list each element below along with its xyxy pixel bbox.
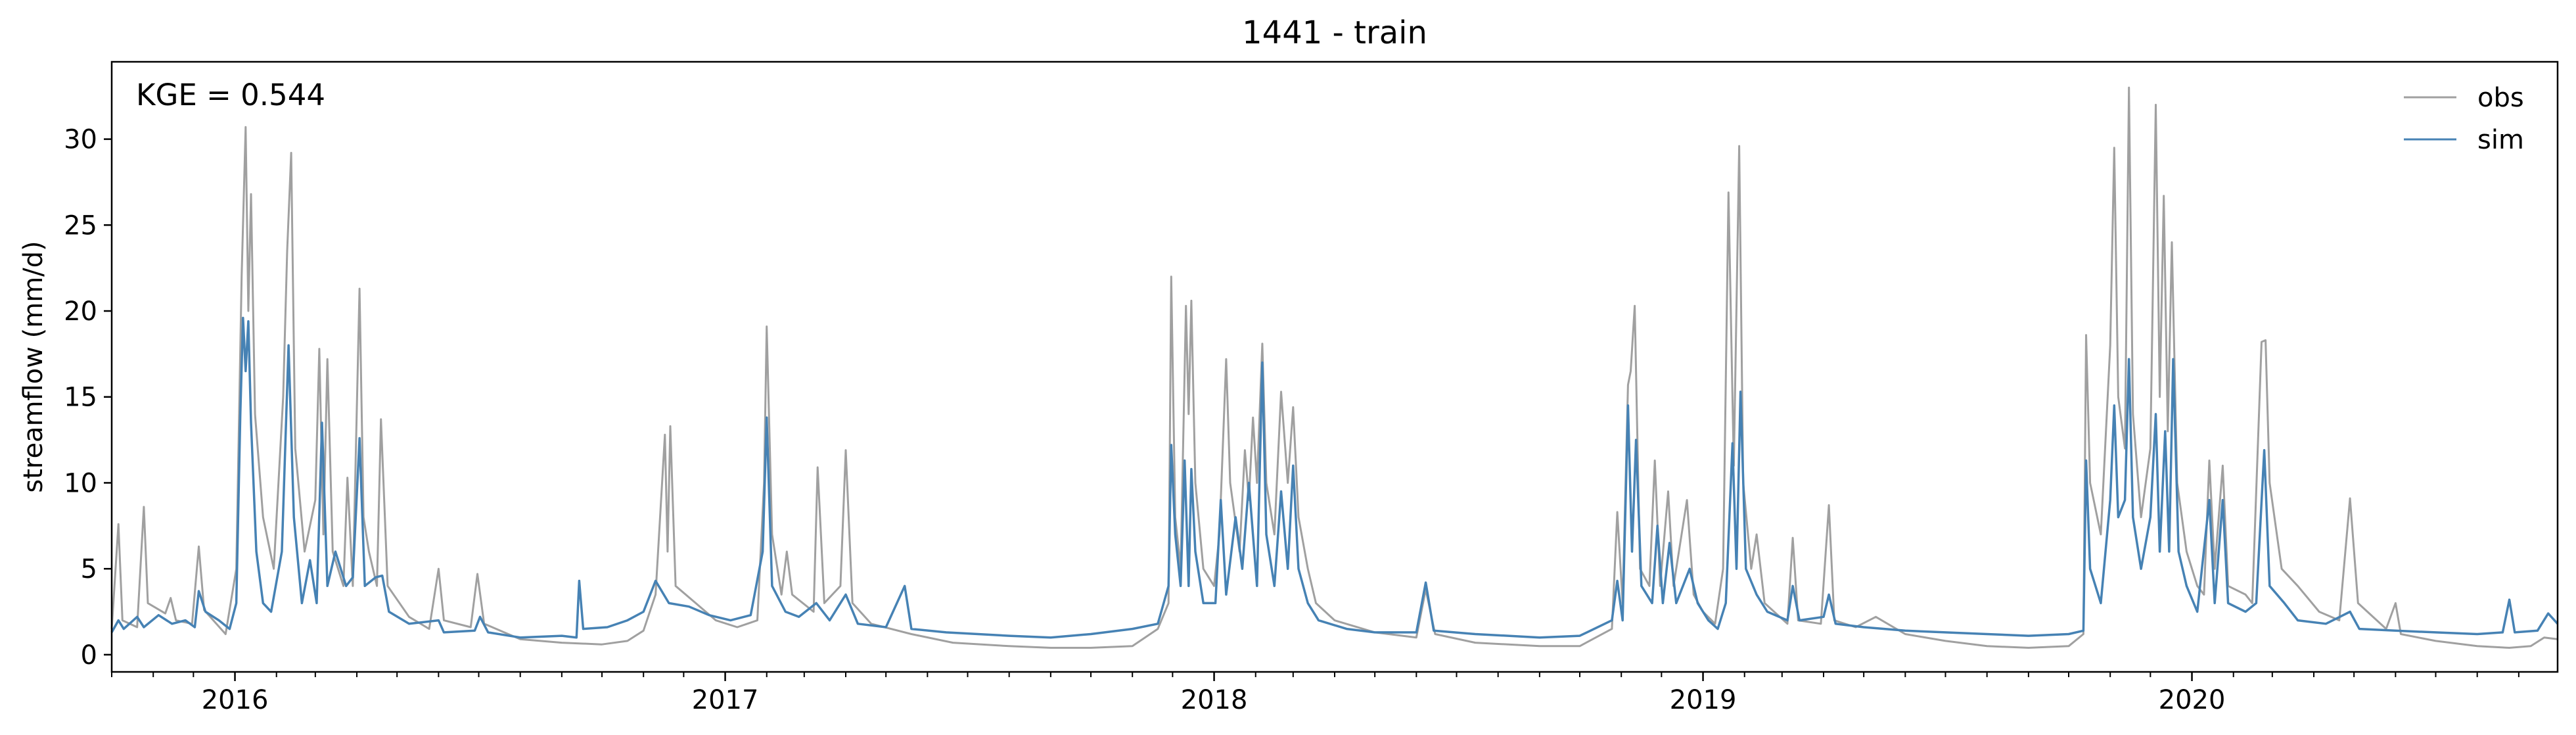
legend-label-sim: sim — [2477, 125, 2524, 155]
x-tick-label: 2016 — [202, 685, 269, 715]
series-obs — [110, 86, 2558, 649]
x-tick-label: 2018 — [1181, 685, 1248, 715]
y-tick-label: 10 — [64, 468, 97, 498]
legend-label-obs: obs — [2477, 83, 2524, 113]
x-tick-label: 2020 — [2159, 685, 2226, 715]
y-axis-ticks: 0 5 10 15 20 25 30 — [64, 125, 112, 671]
legend: obs sim — [2404, 83, 2524, 155]
y-tick-label: 30 — [64, 125, 97, 155]
plot-area — [110, 86, 2559, 649]
chart-title: 1441 - train — [1242, 14, 1427, 51]
legend-item-sim: sim — [2404, 125, 2524, 155]
kge-annotation: KGE = 0.544 — [136, 78, 325, 112]
y-tick-label: 25 — [64, 210, 97, 241]
x-tick-label: 2017 — [692, 685, 759, 715]
series-line-obs — [110, 86, 2558, 649]
y-tick-label: 0 — [81, 640, 97, 671]
x-axis-ticks: 2016 2017 2018 2019 2020 — [111, 672, 2519, 715]
y-tick-label: 5 — [81, 554, 97, 584]
series-line-sim — [110, 316, 2559, 639]
series-sim — [110, 316, 2559, 639]
y-axis-label: streamflow (mm/d) — [18, 241, 49, 492]
y-tick-label: 20 — [64, 296, 97, 327]
legend-item-obs: obs — [2404, 83, 2524, 113]
y-tick-label: 15 — [64, 383, 97, 413]
x-tick-label: 2019 — [1670, 685, 1737, 715]
